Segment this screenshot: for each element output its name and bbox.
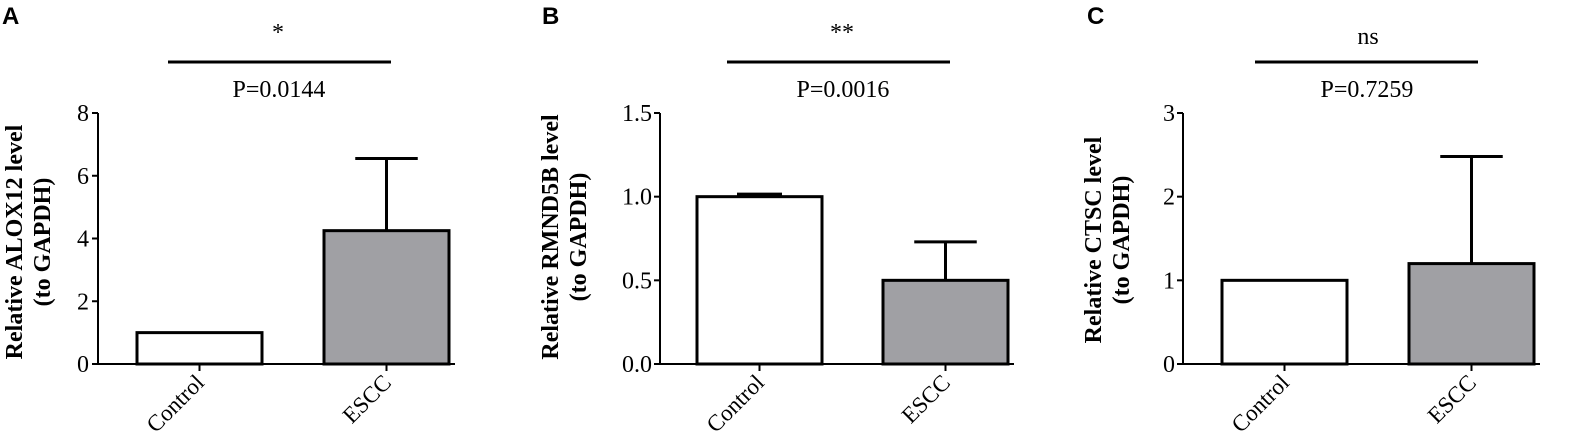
y-axis-label: Relative RMND5B level <box>538 114 564 360</box>
y-tick-label: 1.0 <box>622 185 652 211</box>
bar <box>881 278 1010 366</box>
panel-a: A Relative ALOX12 level (to GAPDH) * P=0… <box>2 3 455 437</box>
y-axis-label: Relative ALOX12 level <box>2 124 28 359</box>
y-tick-label: 0 <box>77 352 89 378</box>
p-value-label: P=0.0144 <box>233 77 326 103</box>
y-tick-label: 2 <box>1163 185 1175 211</box>
panel-b: B Relative RMND5B level (to GAPDH) ** P=… <box>538 3 1014 437</box>
plot-area: 0.0 0.5 1.0 1.5 Control ESCC <box>622 101 1014 437</box>
panel-c: C Relative CTSC level (to GAPDH) ns P=0.… <box>1081 3 1540 437</box>
x-tick-label: Control <box>702 370 769 437</box>
significance-label: ** <box>830 20 854 46</box>
y-tick-label: 1 <box>1163 268 1175 294</box>
x-tick-label: ESCC <box>338 370 396 428</box>
y-tick-label: 1.5 <box>622 101 652 127</box>
panel-letter: C <box>1087 3 1104 30</box>
y-tick-label: 8 <box>77 101 89 127</box>
y-axis-label-sub: (to GAPDH) <box>566 173 592 302</box>
bar <box>1220 278 1349 366</box>
y-axis-label-sub: (to GAPDH) <box>30 178 56 307</box>
y-tick-label: 0.0 <box>622 352 652 378</box>
plot-area: 0 1 2 3 Control ESCC <box>1163 101 1540 437</box>
bar <box>1407 262 1536 366</box>
y-axis-label-sub: (to GAPDH) <box>1109 176 1135 305</box>
x-tick-label: ESCC <box>1423 370 1481 428</box>
x-tick-label: ESCC <box>897 370 955 428</box>
y-axis-label: Relative CTSC level <box>1081 136 1107 343</box>
y-tick-label: 2 <box>77 289 89 315</box>
bar <box>135 331 264 366</box>
y-tick-label: 4 <box>77 227 89 253</box>
bar <box>695 195 824 366</box>
significance-label: ns <box>1357 24 1378 50</box>
panel-letter: A <box>2 3 19 30</box>
x-tick-label: Control <box>1227 370 1294 437</box>
plot-area: 0 2 4 6 8 Control ESCC <box>77 101 455 437</box>
y-tick-label: 3 <box>1163 101 1175 127</box>
p-value-label: P=0.7259 <box>1321 77 1414 103</box>
significance-label: * <box>272 20 284 46</box>
y-tick-label: 0 <box>1163 352 1175 378</box>
bar <box>322 229 451 366</box>
x-tick-label: Control <box>142 370 209 437</box>
y-tick-label: 0.5 <box>622 268 652 294</box>
panel-letter: B <box>542 3 559 30</box>
p-value-label: P=0.0016 <box>797 77 890 103</box>
y-tick-label: 6 <box>77 164 89 190</box>
